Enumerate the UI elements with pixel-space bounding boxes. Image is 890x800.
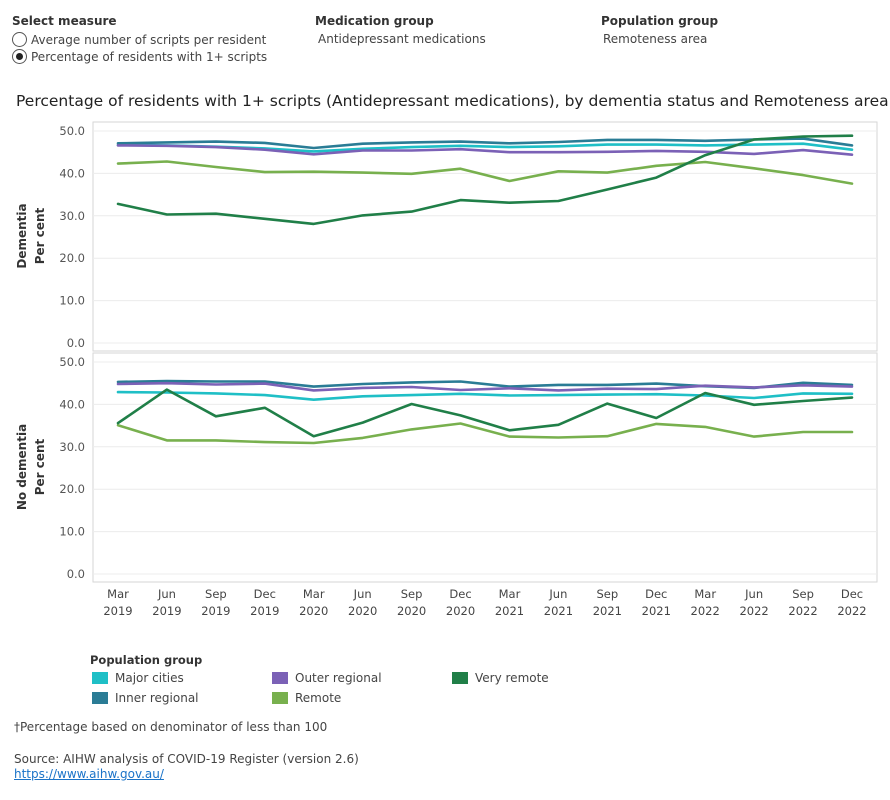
measure-option-average-scripts[interactable]: Average number of scripts per resident xyxy=(12,32,266,47)
line-chart: 0.0 10.0 20.0 30.0 40.0 50.0 Dementia Per cent 0… xyxy=(15,121,878,618)
x-tick-label: Sep xyxy=(792,587,814,601)
x-tick-label: Mar xyxy=(694,587,716,601)
x-tick-label: 2019 xyxy=(201,604,230,618)
x-tick-label: Mar xyxy=(107,587,129,601)
y-tick-label: 40.0 xyxy=(59,397,85,411)
x-tick-label: Dec xyxy=(449,587,471,601)
panel-frame xyxy=(92,121,878,352)
legend-label: Very remote xyxy=(475,671,549,685)
measure-option-percentage-residents[interactable]: Percentage of residents with 1+ scripts xyxy=(12,49,267,64)
legend-item-remote[interactable]: Remote xyxy=(272,691,341,705)
measure-option-label: Percentage of residents with 1+ scripts xyxy=(31,49,268,64)
x-tick-label: Sep xyxy=(401,587,423,601)
x-tick-label: 2022 xyxy=(837,604,866,618)
x-tick-label: Jun xyxy=(548,587,567,601)
population-group-value[interactable]: Remoteness area xyxy=(603,32,708,46)
x-tick-label: 2022 xyxy=(788,604,817,618)
y-tick-label: 20.0 xyxy=(59,251,85,265)
legend-swatch xyxy=(92,672,108,684)
x-tick-label: Dec xyxy=(645,587,667,601)
x-tick-label: Mar xyxy=(499,587,521,601)
legend-swatch xyxy=(272,692,288,704)
panel-label: Dementia xyxy=(15,203,29,268)
legend-label: Inner regional xyxy=(115,691,199,705)
x-tick-label: 2021 xyxy=(642,604,671,618)
x-tick-label: Dec xyxy=(841,587,863,601)
x-tick-label: Sep xyxy=(596,587,618,601)
series-line-major-cities xyxy=(116,390,854,402)
x-tick-label: 2020 xyxy=(348,604,377,618)
x-tick-label: Jun xyxy=(353,587,372,601)
legend-title: Population group xyxy=(90,653,203,667)
x-tick-label: 2019 xyxy=(152,604,181,618)
x-tick-label: 2020 xyxy=(397,604,426,618)
x-tick-label: 2021 xyxy=(495,604,524,618)
measure-option-label: Average number of scripts per resident xyxy=(31,32,267,47)
legend-swatch xyxy=(272,672,288,684)
y-axis-label: Per cent xyxy=(33,207,47,264)
y-axis-label: Per cent xyxy=(33,438,47,495)
series-line-remote xyxy=(116,422,854,445)
radio-unchecked-icon[interactable] xyxy=(12,32,27,47)
y-tick-label: 30.0 xyxy=(59,209,85,223)
medication-group-value[interactable]: Antidepressant medications xyxy=(318,32,486,46)
x-tick-label: 2021 xyxy=(593,604,622,618)
legend-label: Remote xyxy=(295,691,342,705)
y-tick-label: 0.0 xyxy=(67,567,85,581)
population-group-title: Population group xyxy=(601,14,719,28)
series-line-remote xyxy=(116,160,854,185)
y-tick-label: 50.0 xyxy=(59,355,85,369)
legend-item-very-remote[interactable]: Very remote xyxy=(452,671,549,685)
legend-swatch xyxy=(92,692,108,704)
x-tick-label: 2019 xyxy=(250,604,279,618)
y-tick-label: 10.0 xyxy=(59,525,85,539)
x-tick-label: 2021 xyxy=(544,604,573,618)
panel-label: No dementia xyxy=(15,424,29,510)
x-tick-label: 2020 xyxy=(299,604,328,618)
legend-item-outer-regional[interactable]: Outer regional xyxy=(272,671,382,685)
measure-selector-title: Select measure xyxy=(12,14,117,28)
medication-group-title: Medication group xyxy=(315,14,434,28)
series-line-outer-regional xyxy=(116,381,854,392)
panel-frame xyxy=(92,352,878,583)
chart-title: Percentage of residents with 1+ scripts … xyxy=(16,92,889,110)
x-tick-label: 2020 xyxy=(446,604,475,618)
x-tick-label: Mar xyxy=(303,587,325,601)
source-link[interactable]: https://www.aihw.gov.au/ xyxy=(14,767,164,781)
x-tick-label: 2022 xyxy=(739,604,768,618)
legend-label: Outer regional xyxy=(295,671,382,685)
y-tick-label: 30.0 xyxy=(59,440,85,454)
source-text: Source: AIHW analysis of COVID-19 Regist… xyxy=(14,752,359,766)
y-tick-label: 50.0 xyxy=(59,124,85,138)
legend-item-inner-regional[interactable]: Inner regional xyxy=(92,691,199,705)
series-line-outer-regional xyxy=(116,144,854,156)
x-tick-label: 2022 xyxy=(691,604,720,618)
legend-item-major-cities[interactable]: Major cities xyxy=(92,671,184,685)
legend-label: Major cities xyxy=(115,671,184,685)
x-tick-label: 2019 xyxy=(103,604,132,618)
y-tick-label: 40.0 xyxy=(59,166,85,180)
legend-swatch xyxy=(452,672,468,684)
footnote: †Percentage based on denominator of less… xyxy=(14,720,328,734)
series-line-very-remote xyxy=(116,388,854,438)
radio-checked-icon[interactable] xyxy=(12,49,27,64)
x-tick-label: Jun xyxy=(744,587,763,601)
series-line-very-remote xyxy=(116,134,854,226)
y-tick-label: 0.0 xyxy=(67,336,85,350)
x-tick-label: Dec xyxy=(254,587,276,601)
y-tick-label: 10.0 xyxy=(59,294,85,308)
series-line-inner-regional xyxy=(116,137,854,150)
y-tick-label: 20.0 xyxy=(59,482,85,496)
x-tick-label: Jun xyxy=(157,587,176,601)
x-tick-label: Sep xyxy=(205,587,227,601)
